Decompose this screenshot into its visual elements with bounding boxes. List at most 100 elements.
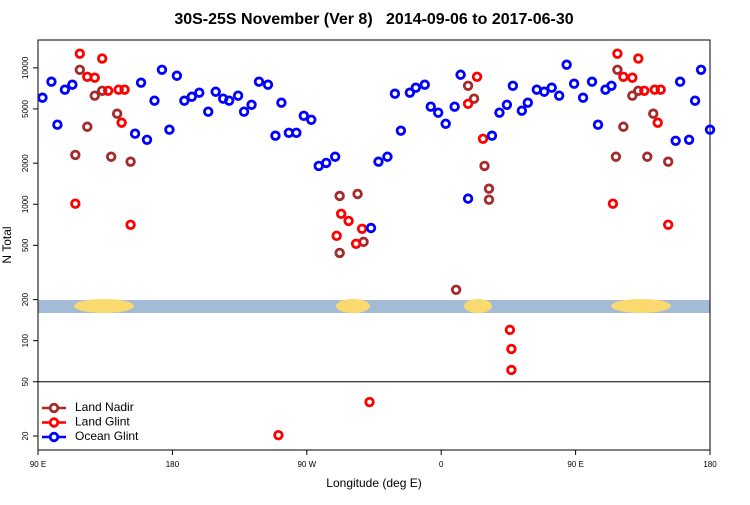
point [648, 108, 659, 119]
point [501, 99, 513, 110]
land-patch [336, 299, 370, 313]
point [116, 117, 127, 128]
point [356, 223, 368, 234]
point [113, 84, 124, 95]
point [59, 84, 71, 95]
point [334, 190, 345, 202]
y-tick-label: 50 [21, 377, 30, 386]
point [683, 134, 695, 145]
point [164, 124, 175, 135]
point [404, 87, 416, 98]
point [343, 215, 354, 227]
y-tick-label: 10000 [21, 56, 30, 79]
point [639, 85, 650, 96]
point [410, 82, 422, 93]
point [633, 85, 644, 96]
point [553, 90, 565, 101]
ocean-band [38, 300, 710, 313]
point [37, 92, 48, 103]
point [419, 79, 430, 90]
point [486, 130, 498, 141]
x-tick-label: 180 [703, 460, 717, 469]
point [70, 198, 81, 209]
point [203, 106, 214, 117]
point [504, 324, 516, 336]
point [440, 118, 451, 129]
point [52, 119, 63, 130]
point [652, 117, 663, 128]
x-tick-label: 0 [439, 460, 444, 469]
land-ocean-band [38, 299, 710, 313]
point [246, 99, 257, 110]
point [522, 97, 534, 108]
point [483, 183, 495, 194]
legend-marker [48, 431, 60, 443]
point [506, 343, 517, 355]
point [156, 64, 168, 75]
point [335, 208, 347, 220]
point [89, 90, 100, 101]
point [141, 134, 153, 145]
point [82, 121, 93, 132]
point [102, 85, 114, 96]
point [382, 151, 393, 162]
point [74, 64, 86, 75]
point [477, 133, 489, 144]
point [633, 53, 644, 64]
point [627, 72, 638, 83]
y-tick-label: 500 [21, 238, 30, 252]
point [210, 86, 221, 97]
series [70, 64, 674, 296]
point [350, 238, 362, 250]
point [607, 198, 619, 209]
point [129, 128, 141, 139]
point [395, 125, 407, 136]
y-axis-label: N Total [0, 226, 14, 263]
point [655, 84, 666, 95]
point [291, 127, 302, 139]
point [329, 151, 341, 162]
y-tick-label: 5000 [21, 99, 30, 117]
y-tick-label: 20 [21, 431, 30, 440]
point [479, 160, 490, 172]
point [642, 151, 653, 162]
point [674, 76, 686, 87]
point [253, 76, 265, 87]
point [577, 92, 589, 103]
point [111, 108, 123, 119]
legend-marker [48, 417, 60, 428]
point [695, 64, 707, 75]
point [373, 156, 384, 167]
point [506, 364, 517, 376]
point [298, 110, 310, 122]
legend-marker [48, 402, 60, 414]
x-tick-label: 90 E [567, 460, 583, 469]
point [270, 130, 281, 141]
x-tick-label: 90 W [297, 460, 316, 469]
point [306, 114, 317, 126]
point [97, 85, 108, 96]
x-axis-label: Longitude (deg E) [326, 476, 421, 490]
point [194, 87, 205, 98]
point [462, 80, 474, 91]
point [516, 105, 528, 116]
point [105, 151, 117, 162]
point [186, 91, 198, 102]
point [135, 77, 147, 88]
point [171, 70, 183, 81]
legend-label: Ocean Glint [75, 429, 139, 443]
point [331, 230, 342, 242]
x-tick-label: 180 [166, 460, 180, 469]
point [468, 93, 480, 104]
land-patch [464, 299, 492, 313]
point [364, 396, 375, 408]
point [365, 222, 377, 234]
point [649, 84, 660, 95]
point [561, 59, 572, 70]
point [586, 76, 598, 87]
point [627, 90, 638, 101]
series [37, 59, 716, 234]
point [689, 95, 701, 106]
